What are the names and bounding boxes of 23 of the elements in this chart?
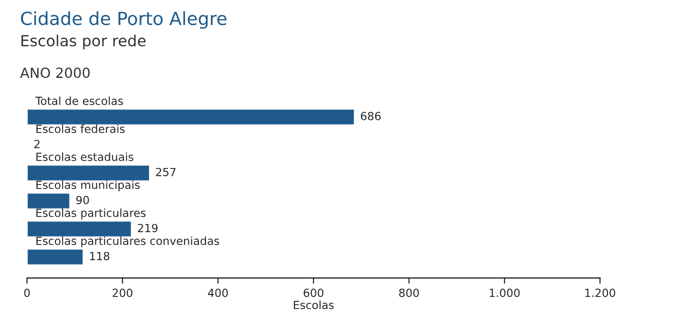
x-axis-title: Escolas: [294, 300, 334, 310]
data-label: 90: [76, 196, 89, 204]
data-label: 2: [34, 140, 40, 148]
chart-subtitle: Escolas por rede: [22, 34, 146, 50]
x-tick-label: 200: [112, 288, 132, 298]
x-tick-label: 1.000: [490, 288, 520, 298]
x-tick-label: 800: [399, 288, 419, 298]
data-label: 219: [138, 224, 158, 232]
x-tick-label: 600: [304, 288, 324, 298]
chart-title: Cidade de Porto Alegre: [21, 11, 226, 29]
y-tick-label: Escolas municipais: [36, 180, 140, 192]
x-tick-label: 1.200: [585, 288, 616, 298]
data-label: 686: [360, 112, 381, 120]
x-tick-label: 0: [24, 288, 30, 298]
y-tick-label: Escolas estaduais: [36, 152, 134, 162]
y-tick-label: Total de escolas: [35, 96, 123, 106]
text: ANO 2000: [20, 68, 90, 78]
y-tick-label: Escolas federais: [36, 124, 125, 134]
y-tick-label: Escolas particulares: [36, 208, 146, 220]
y-tick-label: Escolas particulares conveniadas: [36, 236, 220, 248]
data-label: 118: [90, 252, 110, 260]
x-tick-label: 400: [208, 288, 228, 298]
data-label: 257: [156, 168, 176, 176]
